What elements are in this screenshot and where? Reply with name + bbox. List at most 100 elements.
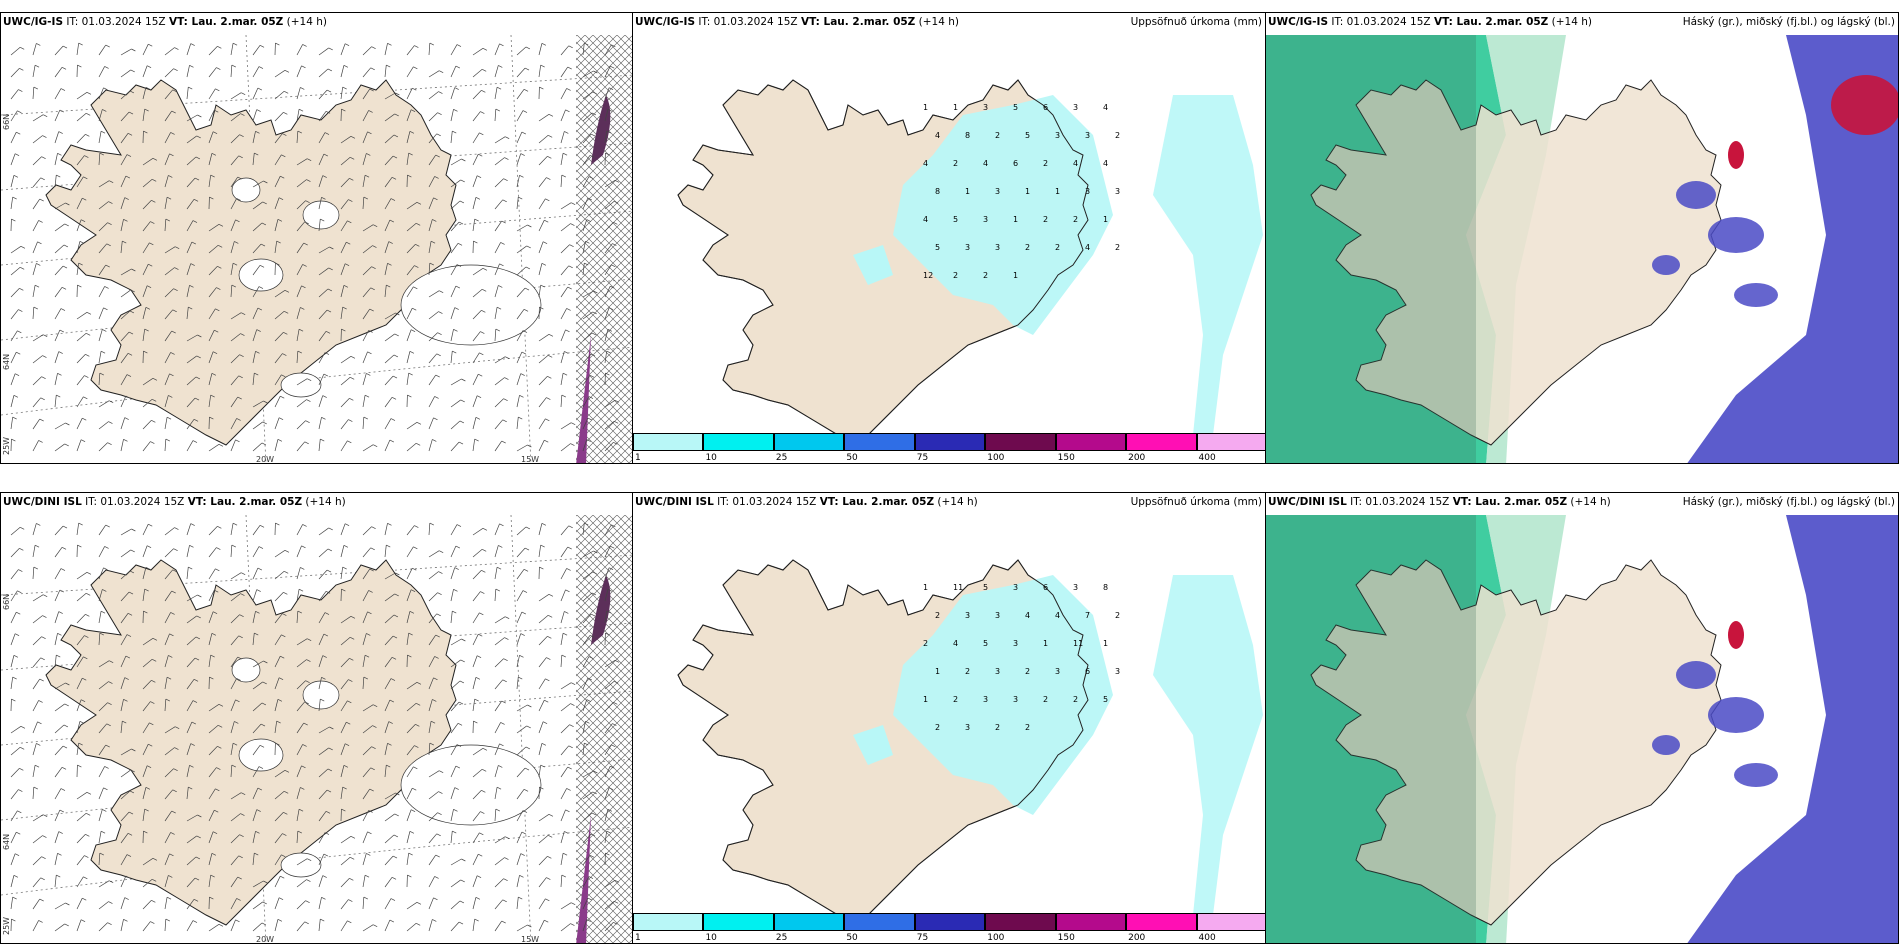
wind-barb-flag: [278, 197, 284, 201]
wind-barb-flag: [503, 878, 508, 881]
wind-barb-flag: [453, 108, 458, 112]
wind-barb: [604, 787, 610, 800]
wind-barb: [54, 244, 65, 254]
wind-barb: [340, 615, 352, 624]
wind-barb-flag: [56, 394, 61, 398]
wind-barb: [516, 547, 526, 558]
wind-barb-flag: [414, 45, 419, 48]
wind-barb-flag: [211, 633, 217, 636]
wind-barb-flag: [480, 591, 485, 594]
latitude-label: 25W: [2, 917, 11, 935]
wind-barb: [142, 787, 147, 800]
wind-barb: [98, 633, 101, 646]
wind-barb: [186, 657, 196, 668]
wind-barb: [230, 678, 237, 690]
wind-barb-flag: [42, 615, 47, 618]
wind-barb-flag: [504, 637, 509, 640]
wind-barb: [252, 131, 256, 144]
wind-barb-flag: [123, 438, 128, 442]
wind-barb: [604, 351, 608, 364]
wind-barb-flag: [413, 766, 418, 770]
wind-barb: [604, 744, 612, 756]
wind-barb-flag: [323, 153, 329, 157]
wind-barb-flag: [567, 546, 572, 550]
wind-barb-flag: [387, 742, 392, 746]
wind-barb-flag: [544, 219, 549, 223]
glacier: [400, 744, 542, 826]
wind-barb: [384, 375, 394, 386]
wind-barb-flag: [456, 744, 462, 747]
precip-value-label: 1: [923, 583, 928, 592]
glacier: [302, 200, 340, 230]
wind-barb-flag: [148, 523, 153, 527]
wind-barb: [604, 611, 608, 624]
wind-barb: [428, 854, 437, 866]
wind-barb-flag: [86, 112, 91, 116]
wind-barb-flag: [479, 352, 484, 356]
wind-barb-flag: [502, 679, 507, 683]
wind-barb: [274, 417, 280, 430]
precip-value-label: 4: [1103, 103, 1108, 112]
wind-barb: [516, 746, 527, 756]
wind-barb-flag: [407, 394, 412, 398]
wind-barb-flag: [347, 920, 352, 924]
wind-barb: [516, 351, 523, 364]
wind-barb-flag: [86, 332, 91, 336]
wind-barb: [296, 44, 303, 56]
wind-barb-flag: [65, 422, 70, 426]
precip-value-label: 2: [1073, 215, 1078, 224]
wind-barb: [604, 766, 611, 778]
wind-barb: [494, 836, 506, 844]
wind-barb-flag: [128, 331, 134, 335]
wind-barb-flag: [436, 353, 441, 357]
legend-color-cell: [633, 433, 704, 451]
wind-barb-flag: [258, 546, 264, 549]
precip-value-label: 4: [983, 159, 988, 168]
wind-barb-flag: [414, 525, 419, 528]
wind-barb: [384, 354, 395, 364]
wind-barb: [494, 545, 499, 558]
wind-barb: [32, 198, 41, 210]
wind-barb: [252, 880, 264, 888]
wind-barb-flag: [590, 833, 596, 837]
wind-barb-flag: [152, 157, 158, 161]
wind-barb: [274, 721, 278, 734]
wind-barb-flag: [212, 831, 218, 835]
wind-barb-flag: [64, 443, 69, 447]
legend-tick-label: 25: [775, 453, 788, 463]
wind-barb-flag: [453, 808, 458, 812]
wind-barb: [538, 355, 549, 364]
precip-value-label: 8: [965, 131, 970, 140]
wind-barb: [538, 263, 543, 276]
wind-barb: [516, 831, 523, 844]
wind-barb: [582, 241, 586, 254]
wind-barb: [296, 589, 300, 602]
wind-barb: [538, 545, 542, 558]
wind-barb: [98, 723, 107, 734]
wind-barb: [406, 681, 418, 690]
wind-barb: [516, 725, 527, 734]
precip-area: [1153, 95, 1263, 435]
wind-barb: [516, 526, 527, 536]
wind-barb-flag: [237, 396, 242, 400]
wind-barb-flag: [41, 636, 46, 639]
wind-barb: [494, 857, 505, 866]
wind-barb: [142, 307, 147, 320]
wind-barb-flag: [561, 174, 566, 178]
wind-barb-flag: [77, 764, 82, 768]
wind-barb-flag: [610, 765, 615, 769]
wind-barb: [76, 155, 85, 166]
wind-barb: [384, 263, 388, 276]
wind-barb-flag: [169, 153, 174, 157]
wind-barb: [582, 112, 593, 122]
legend-tick-label: 75: [916, 933, 929, 943]
wind-barb-flag: [146, 765, 152, 769]
wind-barb: [582, 197, 589, 210]
wind-barb-flag: [284, 570, 289, 574]
wind-barb: [516, 266, 527, 276]
wind-barb-flag: [257, 307, 263, 311]
precip-value-label: 3: [1013, 583, 1018, 592]
wind-barb: [516, 46, 527, 56]
wind-barb: [494, 87, 498, 100]
wind-barb-flag: [255, 830, 260, 834]
